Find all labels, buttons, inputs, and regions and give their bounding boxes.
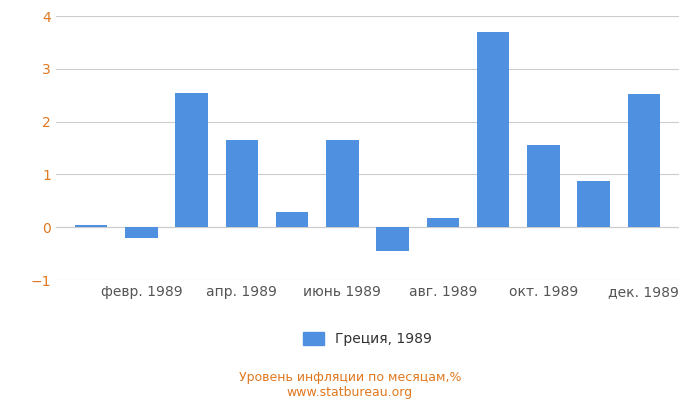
Bar	[578, 181, 610, 227]
Bar	[326, 140, 358, 227]
Text: www.statbureau.org: www.statbureau.org	[287, 386, 413, 399]
Bar	[125, 227, 158, 238]
Bar	[276, 212, 309, 227]
Bar	[225, 140, 258, 227]
Bar	[377, 227, 409, 251]
Bar	[426, 218, 459, 227]
Bar	[627, 94, 660, 227]
Legend: Греция, 1989: Греция, 1989	[298, 326, 438, 352]
Bar	[175, 92, 208, 227]
Text: Уровень инфляции по месяцам,%: Уровень инфляции по месяцам,%	[239, 372, 461, 384]
Bar	[75, 224, 108, 227]
Bar	[477, 32, 510, 227]
Bar	[527, 145, 560, 227]
